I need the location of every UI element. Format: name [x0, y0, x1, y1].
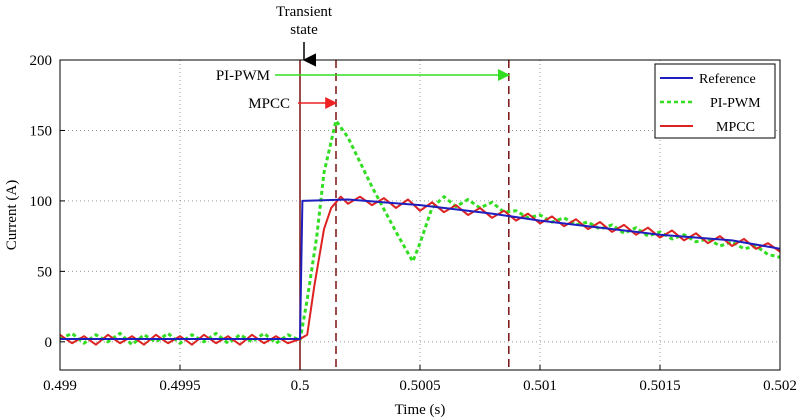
transient-label-line1: Transient [276, 4, 333, 20]
mpcc-annotation-label: MPCC [248, 96, 290, 112]
x-tick-label: 0.501 [523, 378, 557, 394]
x-tick-label: 0.5015 [639, 378, 680, 394]
y-tick-label: 0 [45, 335, 53, 351]
plot-frame [59, 59, 781, 371]
series-line-reference [60, 198, 780, 340]
legend-label-pi-pwm: PI-PWM [710, 96, 761, 111]
legend: Reference PI-PWM MPCC [654, 63, 776, 139]
y-tick-label: 100 [30, 194, 53, 210]
y-axis-label: Current (A) [4, 180, 20, 250]
legend-label-reference: Reference [699, 72, 756, 87]
x-axis-label: Time (s) [395, 402, 446, 418]
x-tick-label: 0.4995 [159, 378, 200, 394]
y-tick-label: 200 [30, 53, 53, 69]
x-tick-label: 0.499 [43, 378, 77, 394]
series-line-mpcc [60, 195, 780, 346]
y-tick-label: 50 [37, 264, 52, 280]
series-lines [60, 119, 780, 347]
x-tick-label: 0.502 [763, 378, 797, 394]
transient-label-line2: state [290, 22, 318, 38]
x-tick-label: 0.5005 [399, 378, 440, 394]
series-line-pi-pwm [60, 119, 780, 347]
legend-label-mpcc: MPCC [716, 120, 755, 135]
axis-ticks: 0.499 0.4995 0.5 0.5005 0.501 0.5015 0.502 0 50 1… [30, 53, 797, 394]
transient-markers [299, 60, 510, 370]
x-tick-label: 0.5 [291, 378, 310, 394]
pi-pwm-annotation-label: PI-PWM [216, 68, 270, 84]
annotations: Transient state PI-PWM MPCC [216, 4, 510, 112]
y-tick-label: 150 [30, 123, 53, 139]
